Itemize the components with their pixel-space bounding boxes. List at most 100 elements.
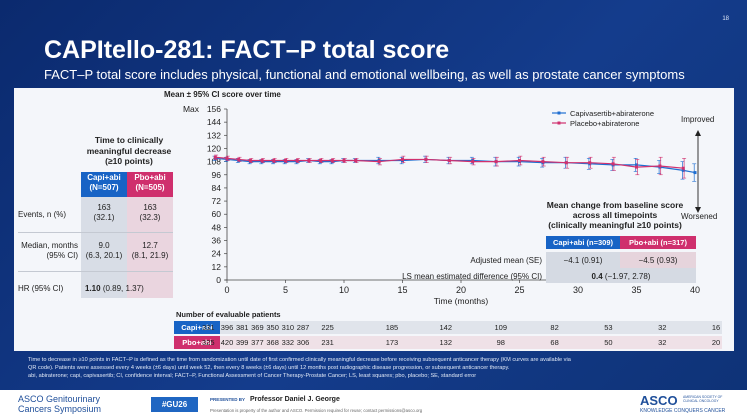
y-tick-label: 144 [207, 117, 221, 127]
slide-title: CAPItello-281: FACT–P total score [44, 36, 450, 64]
adjusted-mean-pbo: −4.5 (0.93) [638, 256, 678, 265]
slide-number: 18 [722, 16, 729, 22]
risk-capi-bg [220, 321, 722, 334]
adjusted-mean-capi: −4.1 (0.91) [563, 256, 603, 265]
presented-by-label: PRESENTED BY [210, 397, 246, 402]
data-point-pbo [260, 159, 264, 163]
x-tick-label: 30 [573, 285, 583, 295]
ttd-row-divider [18, 271, 173, 272]
improved-label: Improved [681, 115, 715, 124]
mean-change-capi-header: Capi+abi (n=309) [546, 236, 620, 249]
risk-capi-value: 381 [235, 323, 249, 332]
y-tick-label: 108 [207, 157, 221, 167]
ttd-median-capi-value: 9.0 [98, 241, 110, 250]
y-tick-label: 12 [212, 262, 222, 272]
presenter-name: Professor Daniel J. George [249, 396, 340, 403]
ttd-events-pbo-n: 163 [143, 203, 157, 212]
ttd-title-line2: meaningful decrease [86, 145, 172, 156]
data-point-pbo [635, 165, 638, 169]
ttd-events-pbo: 163 (32.3) [127, 203, 173, 222]
data-point-pbo [354, 159, 358, 163]
data-point-pbo [248, 159, 252, 163]
ttd-median-label-line1: Median, months [21, 241, 78, 250]
risk-capi-value: 369 [251, 323, 264, 332]
ls-mean-value: 0.4 (−1.97, 2.78) [546, 272, 696, 281]
fact-p-chart: 0 12 24 36 48 60 72 84 96 108 120 132 144 156 Max 0 5 10 1… [183, 104, 701, 306]
data-point-capi [635, 163, 638, 167]
ttd-hr-estimate: 1.10 [85, 284, 101, 293]
ttd-events-label: Events, n (%) [18, 210, 67, 219]
y-tick-label: 96 [212, 170, 222, 180]
ttd-events-capi-pct: (32.1) [93, 212, 115, 222]
asco-tagline: KNOWLEDGE CONQUERS CANCER [640, 408, 726, 414]
evaluable-patients-label: Number of evaluable patients [176, 310, 281, 319]
data-point-pbo [588, 161, 592, 165]
x-tick-label: 40 [690, 285, 700, 295]
mean-change-title-line2: across all timepoints [572, 210, 658, 221]
y-tick-label: 36 [212, 236, 222, 246]
data-point-pbo [295, 159, 299, 163]
ls-mean-ci: (−1.97, 2.78) [604, 272, 651, 281]
ttd-median-capi: 9.0 (6.3, 20.1) [81, 241, 127, 260]
data-point-pbo [658, 164, 662, 168]
risk-capi-value: 331 [202, 323, 215, 332]
ttd-capi-header-line2: (N=507) [89, 183, 119, 193]
data-point-pbo [401, 157, 404, 161]
data-point-pbo [564, 161, 568, 165]
data-point-capi [693, 171, 697, 175]
y-tick-label: 84 [212, 183, 222, 193]
mean-change-title: Mean change from baseline score across a… [540, 200, 690, 231]
ttd-events-pbo-pct: (32.3) [139, 212, 161, 222]
risk-pbo-value: 332 [281, 338, 295, 347]
presentation-note: Presentation is property of the author a… [210, 408, 423, 413]
ttd-median-pbo: 12.7 (8.1, 21.9) [127, 241, 173, 260]
ttd-table-title: Time to clinically meaningful decrease (… [74, 135, 184, 167]
data-point-pbo [681, 166, 685, 170]
chart-title: Mean ± 95% CI score over time [164, 90, 281, 99]
risk-pbo-value: 325 [202, 338, 215, 347]
legend-marker-capi [557, 111, 561, 115]
data-point-pbo [319, 159, 323, 163]
x-tick-label: 0 [224, 285, 229, 295]
x-tick-label: 35 [631, 285, 641, 295]
x-axis-label: Time (months) [434, 296, 489, 306]
arrow-down-head [695, 207, 701, 213]
ttd-median-pbo-value: 12.7 [142, 241, 158, 250]
risk-capi-tag: Capi+abi [174, 321, 220, 334]
ttd-hr-ci: (0.89, 1.37) [102, 284, 144, 293]
mean-change-title-line3: (clinically meaningful ≥10 points) [548, 220, 682, 231]
risk-pbo-value: 132 [439, 338, 453, 347]
y-tick-label: 72 [212, 196, 222, 206]
presented-by: PRESENTED BY Professor Daniel J. George [210, 396, 340, 403]
asco-gu-line2: Cancers Symposium [18, 404, 102, 415]
y-tick-label: 0 [216, 275, 221, 285]
risk-capi-value: 350 [266, 323, 279, 332]
ttd-events-capi-n: 163 [97, 203, 111, 212]
ttd-hr-value: 1.10 (0.89, 1.37) [85, 284, 144, 293]
worsened-label: Worsened [681, 212, 718, 221]
ttd-capi-header: Capi+abi (N=507) [81, 172, 127, 197]
risk-pbo-bg [220, 336, 722, 349]
data-point-pbo [494, 160, 498, 164]
y-tick-label: 132 [207, 130, 221, 140]
risk-capi-value: 16 [711, 323, 721, 332]
footer-bar [0, 390, 747, 419]
data-point-pbo [213, 155, 217, 159]
footnote-line1: Time to decrease in ≥10 points in FACT–P… [28, 357, 571, 363]
asco-gu-logo: ASCO Genitourinary Cancers Symposium [18, 394, 101, 415]
risk-capi-value: 142 [439, 323, 453, 332]
y-tick-label: 156 [207, 104, 221, 114]
y-max-label: Max [183, 104, 200, 114]
risk-capi-value: 396 [220, 323, 234, 332]
risk-pbo-value: 98 [496, 338, 505, 347]
data-point-pbo [330, 159, 334, 163]
data-point-capi [681, 168, 685, 172]
risk-pbo-value: 306 [296, 338, 310, 347]
ttd-median-capi-ci: (6.3, 20.1) [85, 250, 123, 260]
x-tick-label: 10 [339, 285, 349, 295]
ttd-median-label: Median, months (95% CI) [18, 241, 78, 260]
data-point-pbo [424, 157, 428, 161]
risk-pbo-value: 399 [235, 338, 249, 347]
data-point-pbo [377, 160, 381, 164]
